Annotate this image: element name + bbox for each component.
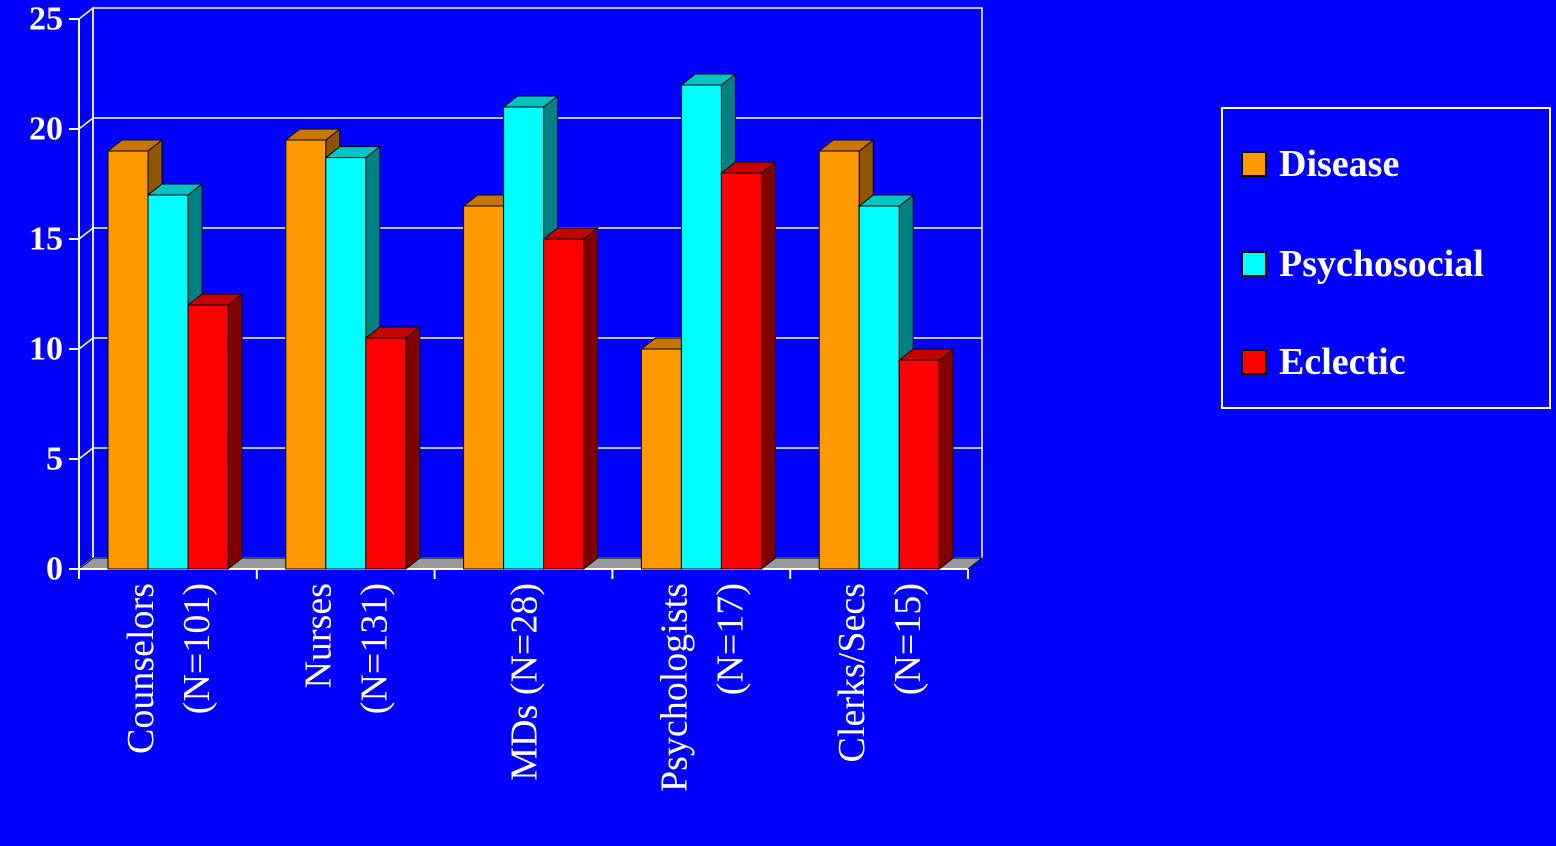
- bar-eclectic-2: [543, 238, 585, 570]
- bar-disease-2: [463, 205, 505, 570]
- gridline-side: [78, 337, 94, 350]
- legend: Disease Psychosocial Eclectic: [1221, 107, 1551, 409]
- plot-side-wall: [78, 6, 94, 571]
- bar-psychosocial-4: [858, 205, 900, 570]
- legend-swatch-eclectic: [1241, 349, 1267, 375]
- bar-eclectic-1-side: [405, 325, 421, 571]
- bar-eclectic-0-side: [227, 292, 243, 571]
- legend-label-eclectic: Eclectic: [1279, 341, 1406, 383]
- legend-swatch-disease: [1241, 151, 1267, 177]
- bar-eclectic-3-side: [760, 160, 776, 571]
- bar-eclectic-0: [187, 304, 229, 570]
- gridline-side: [78, 447, 94, 460]
- x-category-label: (N=17): [709, 583, 751, 695]
- bar-eclectic-2-side: [583, 226, 599, 571]
- x-category-label: Clerks/Secs: [831, 583, 873, 762]
- bar-eclectic-4: [898, 359, 940, 570]
- bar-disease-1: [285, 139, 327, 570]
- gridline-side: [78, 117, 94, 130]
- x-category-label: (N=131): [354, 583, 396, 714]
- y-tick-label: 0: [46, 551, 63, 588]
- bar-psychosocial-1: [325, 157, 367, 570]
- bar-psychosocial-3: [680, 84, 722, 570]
- bar-eclectic-4-side: [938, 347, 954, 571]
- bar-disease-0: [107, 150, 149, 570]
- y-tick-label: 25: [29, 1, 63, 38]
- bar-psychosocial-0: [147, 194, 189, 570]
- x-category-label: Nurses: [298, 583, 340, 689]
- x-category-label: (N=15): [887, 583, 929, 695]
- bar-eclectic-1: [365, 337, 407, 570]
- y-tick-label: 10: [29, 331, 63, 368]
- legend-item-psychosocial: Psychosocial: [1241, 242, 1484, 286]
- legend-label-psychosocial: Psychosocial: [1279, 243, 1484, 285]
- y-tick-label: 20: [29, 111, 63, 148]
- gridline-side: [78, 227, 94, 240]
- legend-label-disease: Disease: [1279, 143, 1400, 185]
- y-tick-label: 5: [46, 441, 63, 478]
- legend-swatch-psychosocial: [1241, 251, 1267, 277]
- x-category-label: (N=101): [176, 583, 218, 714]
- x-category-label: Counselors: [120, 583, 162, 754]
- bar-disease-3: [640, 348, 682, 570]
- x-category-label: MDs (N=28): [504, 583, 546, 781]
- bar-psychosocial-2: [503, 106, 545, 570]
- legend-item-eclectic: Eclectic: [1241, 340, 1406, 384]
- bar-eclectic-3: [720, 172, 762, 570]
- x-category-label: Psychologists: [653, 583, 695, 792]
- legend-item-disease: Disease: [1241, 142, 1399, 186]
- bar-disease-4: [818, 150, 860, 570]
- y-tick-label: 15: [29, 221, 63, 258]
